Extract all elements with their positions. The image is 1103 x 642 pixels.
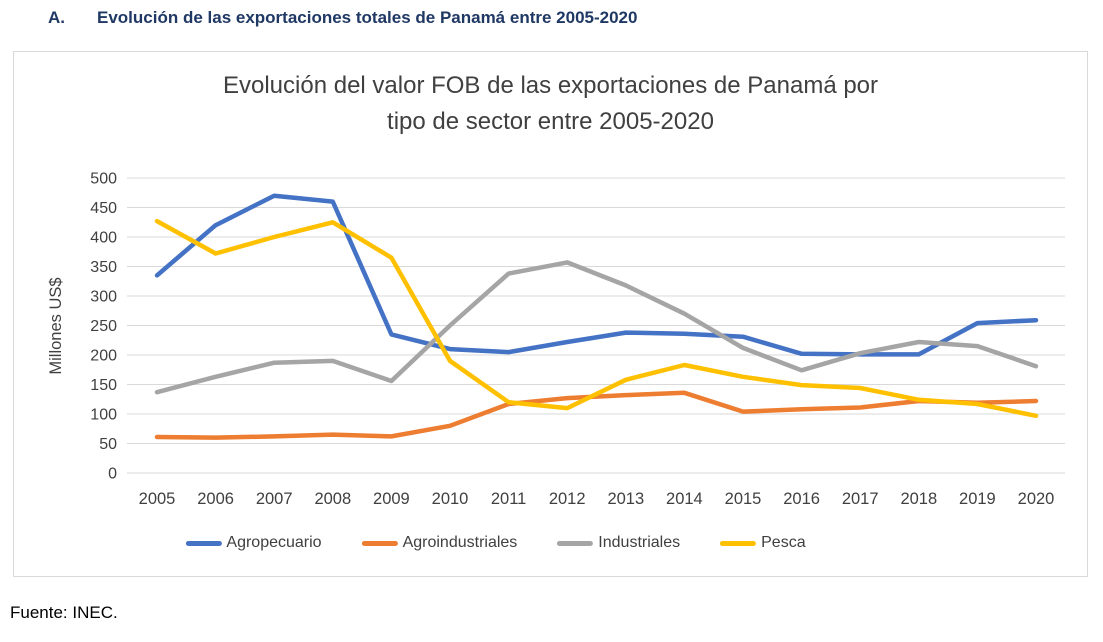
y-tick-label: 300 [90, 289, 117, 306]
chart-title-line2: tipo de sector entre 2005-2020 [387, 108, 714, 135]
y-tick-label: 250 [90, 318, 117, 335]
x-tick-label: 2018 [900, 490, 937, 508]
y-tick-label: 200 [90, 348, 117, 365]
y-tick-label: 100 [90, 407, 117, 424]
x-tick-label: 2020 [1018, 490, 1055, 508]
x-tick-label: 2006 [197, 490, 234, 508]
y-tick-label: 150 [90, 377, 117, 394]
chart-title-line1: Evolución del valor FOB de las exportaci… [222, 72, 879, 99]
series-line-agropecuario [154, 193, 1039, 357]
source-note: Fuente: INEC. [10, 603, 118, 622]
y-axis-title: Millones US$ [47, 277, 65, 374]
legend-item-pesca: Pesca [720, 534, 806, 552]
legend-label: Agropecuario [226, 534, 322, 551]
legend-item-agropecuario: Agropecuario [185, 534, 322, 552]
heading-text: Evolución de las exportaciones totales d… [97, 8, 638, 27]
legend-label: Pesca [761, 534, 806, 551]
x-tick-label: 2019 [959, 490, 996, 508]
heading-label: A. [48, 8, 65, 27]
legend-item-industriales: Industriales [557, 534, 680, 552]
y-tick-label: 350 [90, 259, 117, 276]
legend-swatch-icon [557, 540, 594, 546]
x-tick-label: 2011 [491, 490, 526, 508]
y-tick-label: 50 [99, 436, 117, 453]
x-tick-label: 2014 [666, 490, 703, 508]
x-tick-label: 2007 [256, 490, 293, 508]
y-tick-label: 450 [90, 200, 117, 217]
x-tick-label: 2010 [432, 490, 469, 508]
legend-swatch-icon [185, 540, 222, 546]
legend-item-agroindustriales: Agroindustriales [361, 534, 518, 552]
legend-swatch-icon [361, 540, 398, 546]
legend-label: Industriales [598, 534, 681, 551]
legend-label: Agroindustriales [402, 534, 518, 551]
y-tick-label: 400 [90, 230, 117, 247]
y-tick-label: 0 [108, 466, 117, 483]
chart-legend: Agropecuario Agroindustriales Industriales… [185, 534, 806, 552]
x-tick-label: 2013 [607, 490, 644, 508]
document-heading: A. Evolución de las exportaciones totale… [48, 8, 637, 28]
series-line-agroindustriales [154, 390, 1039, 440]
legend-swatch-icon [720, 540, 757, 546]
x-tick-label: 2017 [842, 490, 879, 508]
x-tick-label: 2012 [549, 490, 586, 508]
x-tick-label: 2005 [139, 490, 176, 508]
x-tick-label: 2015 [725, 490, 762, 508]
chart-object[interactable]: Evolución del valor FOB de las exportaci… [13, 51, 1088, 577]
series-line-pesca [154, 218, 1039, 419]
chart-title: Evolución del valor FOB de las exportaci… [14, 68, 1087, 140]
x-tick-label: 2016 [783, 490, 820, 508]
x-tick-label: 2008 [314, 490, 351, 508]
y-tick-label: 500 [90, 171, 117, 188]
series-line-industriales [154, 260, 1039, 395]
x-tick-label: 2009 [373, 490, 410, 508]
plot-area: 0 50 100 150 200 250 300 350 400 450 500 Millones U… [47, 171, 1065, 508]
